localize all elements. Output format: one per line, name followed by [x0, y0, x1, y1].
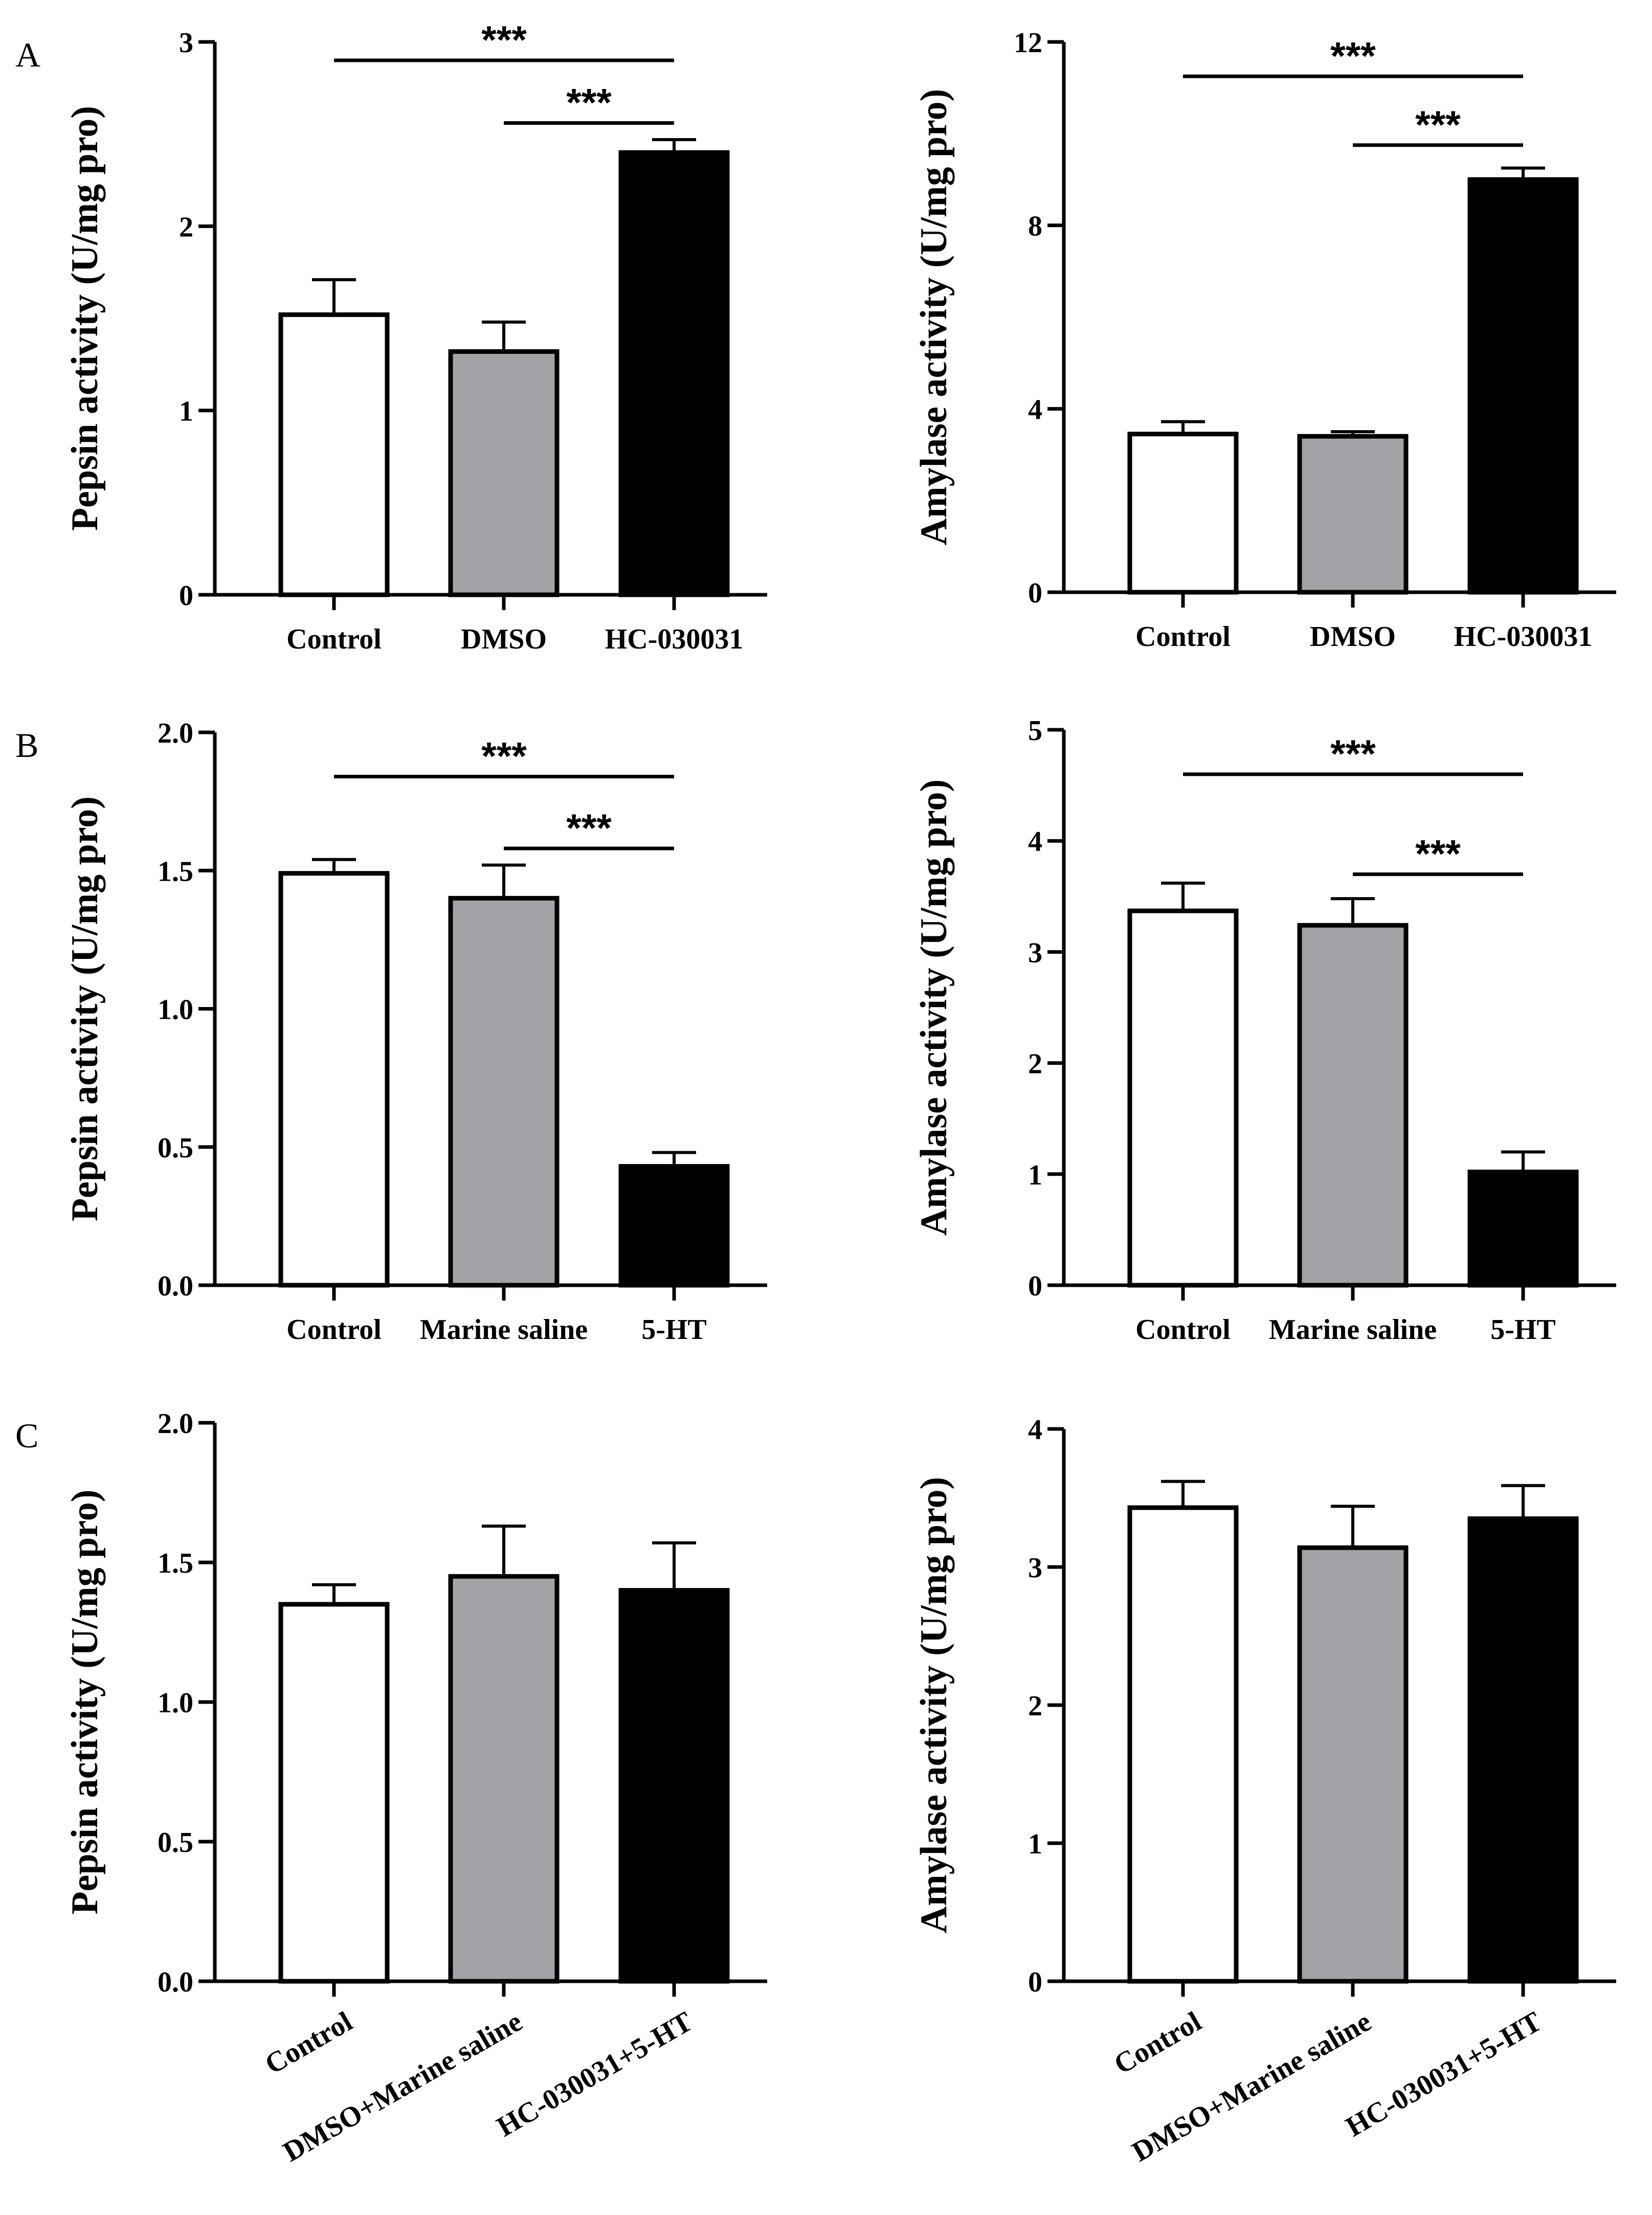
y-axis-title: Pepsin activity (U/mg pro)	[64, 796, 106, 1221]
y-tick-label: 2.0	[158, 718, 193, 749]
y-tick-label: 4	[1028, 826, 1042, 858]
x-category-label: DMSO	[1310, 621, 1396, 653]
y-tick-label: 12	[1014, 27, 1042, 59]
bar-control	[278, 312, 390, 597]
x-category-label: Control	[286, 623, 382, 655]
x-category-label: Marine saline	[420, 1314, 588, 1346]
panel-label-a: A	[15, 35, 40, 74]
y-axis-title: Amylase activity (U/mg pro)	[913, 779, 955, 1236]
bar-hc-030031-5-ht	[618, 1588, 730, 1984]
chart-A-amylase: Amylase activity (U/mg pro) 0 4 8 12 Control D…	[913, 27, 1616, 653]
y-tick-label: 0	[1028, 1270, 1042, 1302]
y-tick-label: 1	[1028, 1828, 1042, 1860]
y-tick-label: 0	[179, 580, 193, 612]
bar-hc-030031	[1467, 177, 1579, 595]
y-tick-label: 5	[1028, 715, 1042, 747]
y-tick-label: 4	[1028, 394, 1042, 426]
y-tick-label: 1.5	[158, 1548, 193, 1579]
y-tick-label: 2	[179, 211, 193, 243]
bar-control	[1127, 1505, 1239, 1984]
significance-label: ***	[1415, 103, 1461, 147]
y-tick-label: 3	[1028, 937, 1042, 969]
y-tick-label: 0.0	[158, 1966, 193, 1998]
y-tick-label: 3	[179, 27, 193, 59]
bar-dmso-marine-saline	[1297, 1545, 1409, 1984]
x-category-label: Control	[260, 2006, 358, 2081]
y-tick-label: 8	[1028, 211, 1042, 242]
bar-hc-030031-5-ht	[1467, 1516, 1579, 1984]
bar-marine-saline	[448, 896, 560, 1288]
chart-C-pepsin: Pepsin activity (U/mg pro) 0.0 0.5 1.0 1.5 2.…	[64, 1408, 767, 2168]
x-category-label: Marine saline	[1269, 1314, 1437, 1346]
y-tick-label: 0.5	[158, 1132, 193, 1164]
y-tick-label: 2	[1028, 1048, 1042, 1080]
significance-label: ***	[1330, 732, 1376, 776]
y-tick-label: 0.5	[158, 1827, 193, 1859]
x-category-label: Control	[1135, 1314, 1231, 1346]
x-category-label: Control	[1109, 2006, 1207, 2081]
bar-5-ht	[1467, 1169, 1579, 1288]
y-tick-label: 2	[1028, 1690, 1042, 1722]
bar-control	[1127, 432, 1239, 595]
y-tick-label: 1	[179, 396, 193, 428]
bar-5-ht	[618, 1164, 730, 1288]
y-axis-title: Amylase activity (U/mg pro)	[913, 1477, 955, 1934]
y-axis-title: Pepsin activity (U/mg pro)	[64, 106, 106, 531]
bar-control	[278, 1602, 390, 1984]
y-tick-label: 4	[1028, 1414, 1042, 1446]
y-tick-label: 2.0	[158, 1408, 193, 1440]
chart-B-pepsin: Pepsin activity (U/mg pro) 0.0 0.5 1.0 1.5 2.…	[64, 718, 767, 1346]
y-tick-label: 0	[1028, 1966, 1042, 1998]
chart-A-pepsin: Pepsin activity (U/mg pro) 0 1 2 3 Control DMS…	[64, 18, 767, 655]
y-axis-title: Amylase activity (U/mg pro)	[913, 89, 955, 546]
y-tick-label: 1.0	[158, 994, 193, 1026]
chart-B-amylase: Amylase activity (U/mg pro) 0 1 2 3 4 5 Control…	[913, 715, 1616, 1346]
y-tick-label: 0.0	[158, 1270, 193, 1302]
significance-label: ***	[1330, 34, 1376, 78]
bar-marine-saline	[1297, 923, 1409, 1288]
bar-dmso	[448, 349, 560, 597]
y-tick-label: 3	[1028, 1552, 1042, 1584]
bar-dmso	[1297, 434, 1409, 595]
y-axis-title: Pepsin activity (U/mg pro)	[64, 1489, 106, 1914]
significance-label: ***	[566, 81, 612, 125]
x-category-label: DMSO	[461, 623, 547, 655]
x-category-label: HC-030031	[605, 623, 744, 655]
x-category-label: HC-030031	[1454, 621, 1593, 653]
x-category-label: 5-HT	[641, 1314, 707, 1346]
panel-label-c: C	[15, 1416, 38, 1455]
chart-C-amylase: Amylase activity (U/mg pro)01234ControlD…	[913, 1414, 1616, 2168]
significance-label: ***	[566, 807, 612, 850]
significance-label: ***	[481, 734, 527, 778]
bar-control	[1127, 908, 1239, 1288]
bar-control	[278, 871, 390, 1288]
y-tick-label: 0	[1028, 577, 1042, 609]
bar-hc-030031	[618, 150, 730, 597]
x-category-label: Control	[286, 1314, 382, 1346]
y-tick-label: 1	[1028, 1159, 1042, 1191]
y-tick-label: 1.0	[158, 1687, 193, 1719]
significance-label: ***	[481, 18, 527, 62]
y-tick-label: 1.5	[158, 856, 193, 887]
x-category-label: Control	[1135, 621, 1231, 653]
panel-label-b: B	[15, 726, 38, 765]
x-category-label: 5-HT	[1490, 1314, 1556, 1346]
bar-dmso-marine-saline	[448, 1574, 560, 1984]
significance-label: ***	[1415, 832, 1461, 876]
